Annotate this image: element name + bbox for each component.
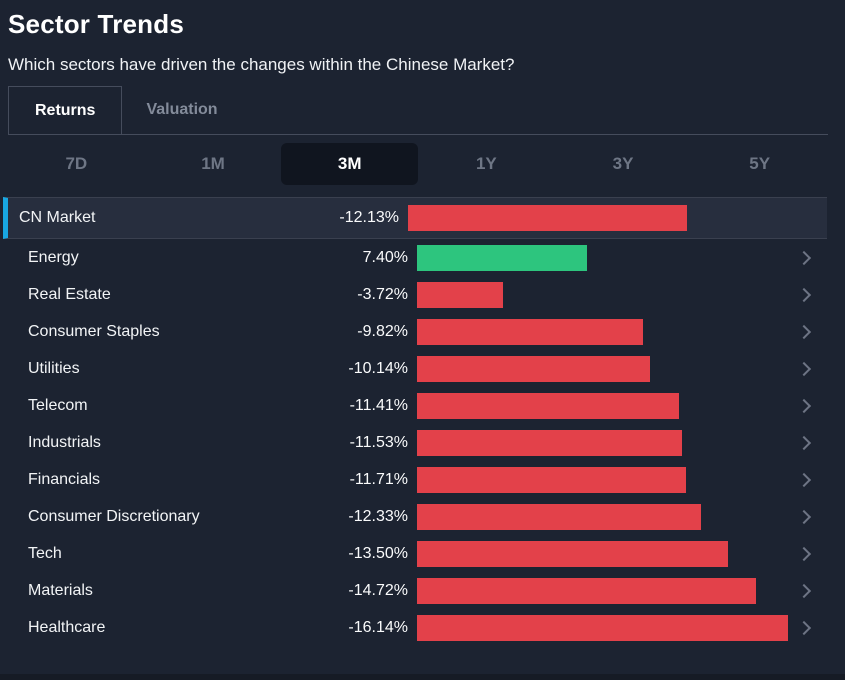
row-industrials[interactable]: Industrials -11.53% — [8, 424, 827, 461]
period-3y[interactable]: 3Y — [612, 154, 634, 173]
sector-label: Telecom — [28, 396, 88, 414]
row-real-estate[interactable]: Real Estate -3.72% — [8, 276, 827, 313]
sector-return-value: 7.40% — [362, 248, 408, 266]
return-bar — [417, 281, 503, 308]
row-financials[interactable]: Financials -11.71% — [8, 461, 827, 498]
row-materials[interactable]: Materials -14.72% — [8, 572, 827, 609]
bar-track — [417, 466, 827, 493]
period-5y[interactable]: 5Y — [749, 154, 771, 173]
sector-label: Healthcare — [28, 618, 106, 636]
tab-bar: Returns Valuation — [8, 86, 828, 135]
sector-label: Tech — [28, 544, 62, 562]
bottom-divider — [0, 674, 845, 680]
bar-track — [417, 429, 827, 456]
sector-return-value: -12.13% — [339, 209, 399, 226]
row-healthcare[interactable]: Healthcare -16.14% — [8, 609, 827, 646]
period-selector: 7D 1M 3M 1Y 3Y 5Y — [8, 143, 828, 185]
period-3m[interactable]: 3M — [281, 143, 419, 185]
bar-track — [417, 281, 827, 308]
sector-label: Utilities — [28, 359, 80, 377]
sector-return-value: -11.41% — [349, 396, 408, 414]
sector-return-value: -10.14% — [348, 359, 408, 377]
return-bar — [417, 540, 728, 567]
return-bar — [417, 466, 686, 493]
sector-return-value: -11.53% — [349, 433, 408, 451]
page-subtitle: Which sectors have driven the changes wi… — [8, 55, 515, 74]
sector-label: Financials — [28, 470, 101, 488]
sector-label: Industrials — [28, 433, 101, 451]
sector-label: CN Market — [19, 209, 96, 226]
sector-return-value: -16.14% — [348, 618, 408, 636]
row-cn-market[interactable]: CN Market -12.13% — [3, 197, 827, 239]
bar-track — [417, 540, 827, 567]
row-telecom[interactable]: Telecom -11.41% — [8, 387, 827, 424]
return-bar — [417, 614, 788, 641]
bar-track — [417, 614, 827, 641]
return-bar — [417, 244, 587, 271]
bar-track — [417, 318, 827, 345]
sector-return-value: -13.50% — [348, 544, 408, 562]
row-consumer-staples[interactable]: Consumer Staples -9.82% — [8, 313, 827, 350]
sector-trends-widget: Sector Trends Which sectors have driven … — [3, 9, 828, 646]
bar-track — [417, 355, 827, 382]
bar-track — [417, 503, 827, 530]
return-bar — [417, 577, 756, 604]
sector-label: Energy — [28, 248, 79, 266]
sector-return-value: -11.71% — [349, 470, 408, 488]
period-1y[interactable]: 1Y — [475, 154, 497, 173]
bar-track — [417, 244, 827, 271]
return-bar — [417, 318, 643, 345]
bar-track — [417, 392, 827, 419]
sector-label: Consumer Discretionary — [28, 507, 200, 525]
return-bar — [417, 355, 650, 382]
sector-return-value: -12.33% — [348, 507, 408, 525]
return-bar — [417, 392, 679, 419]
return-bar — [417, 429, 682, 456]
period-7d[interactable]: 7D — [65, 154, 88, 173]
tab-valuation[interactable]: Valuation — [146, 101, 218, 118]
period-1m[interactable]: 1M — [201, 154, 225, 173]
sector-rows: CN Market -12.13% Energy 7.40% Real Estate -3… — [3, 197, 827, 646]
return-bar — [408, 205, 687, 231]
tab-returns[interactable]: Returns — [8, 86, 123, 135]
sector-return-value: -14.72% — [348, 581, 408, 599]
sector-return-value: -9.82% — [357, 322, 408, 340]
sector-label: Real Estate — [28, 285, 111, 303]
sector-label: Consumer Staples — [28, 322, 160, 340]
sector-return-value: -3.72% — [357, 285, 408, 303]
row-consumer-discretionary[interactable]: Consumer Discretionary -12.33% — [8, 498, 827, 535]
row-tech[interactable]: Tech -13.50% — [8, 535, 827, 572]
row-energy[interactable]: Energy 7.40% — [8, 239, 827, 276]
sector-label: Materials — [28, 581, 93, 599]
return-bar — [417, 503, 701, 530]
bar-track — [408, 205, 827, 231]
bar-track — [417, 577, 827, 604]
page-title: Sector Trends — [8, 9, 184, 39]
row-utilities[interactable]: Utilities -10.14% — [8, 350, 827, 387]
